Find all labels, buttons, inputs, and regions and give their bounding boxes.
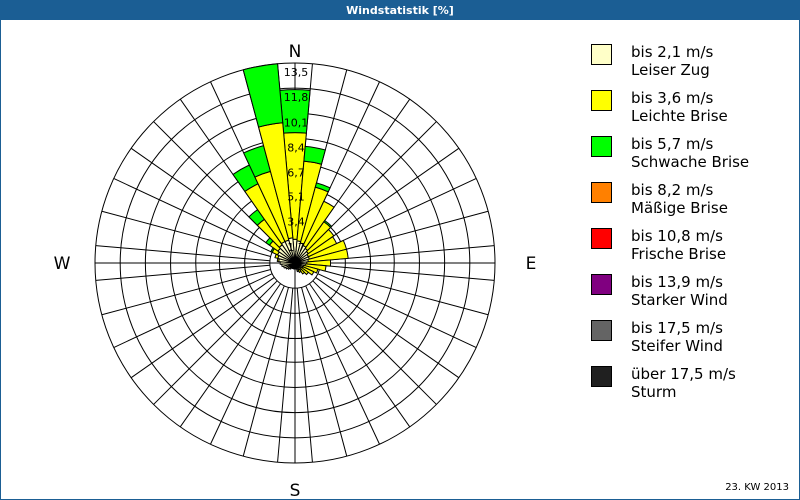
svg-text:1,7: 1,7: [287, 241, 305, 254]
legend-speed: bis 3,6 m/s: [631, 89, 714, 107]
legend-swatch: [591, 366, 612, 387]
legend: bis 2,1 m/s Leiser Zug bis 3,6 m/s Leichte …: [589, 43, 789, 411]
svg-text:10,1: 10,1: [284, 116, 309, 129]
wind-rose-chart: 1,7 3,4 5,1 6,7 8,4 10,1 11,8 13,5 N E S W: [54, 42, 537, 499]
legend-item: über 17,5 m/s Sturm: [589, 365, 789, 411]
svg-text:5,1: 5,1: [287, 190, 305, 203]
chart-title: Windstatistik [%]: [346, 4, 454, 17]
svg-text:3,4: 3,4: [287, 216, 305, 229]
legend-label: bis 10,8 m/s Frische Brise: [631, 227, 726, 263]
legend-item: bis 3,6 m/s Leichte Brise: [589, 89, 789, 135]
legend-label: über 17,5 m/s Sturm: [631, 365, 736, 401]
legend-name: Leiser Zug: [631, 61, 710, 79]
sector-segment: [304, 263, 327, 272]
sector-segment: [302, 264, 319, 274]
legend-speed: bis 8,2 m/s: [631, 181, 714, 199]
sector-segment: [301, 266, 315, 276]
legend-name: Leichte Brise: [631, 107, 728, 125]
legend-label: bis 13,9 m/s Starker Wind: [631, 273, 728, 309]
legend-name: Mäßige Brise: [631, 199, 728, 217]
legend-name: Steifer Wind: [631, 337, 723, 355]
legend-speed: bis 5,7 m/s: [631, 135, 714, 153]
legend-swatch: [591, 274, 612, 295]
sector-segment: [302, 200, 335, 248]
legend-swatch: [591, 44, 612, 65]
sector-segment: [299, 266, 310, 276]
sector-segment: [307, 248, 349, 263]
sector-segment: [296, 269, 300, 273]
legend-speed: bis 17,5 m/s: [631, 319, 723, 337]
sector-segment: [303, 145, 326, 165]
legend-name: Frische Brise: [631, 245, 727, 263]
legend-item: bis 17,5 m/s Steifer Wind: [589, 319, 789, 365]
svg-text:6,7: 6,7: [287, 167, 305, 180]
legend-swatch: [591, 228, 612, 249]
wind-sectors: [232, 63, 349, 276]
legend-label: bis 3,6 m/s Leichte Brise: [631, 89, 728, 125]
svg-text:8,4: 8,4: [287, 142, 305, 155]
svg-text:13,5: 13,5: [284, 66, 309, 79]
legend-swatch: [591, 320, 612, 341]
ring-labels: 1,7 3,4 5,1 6,7 8,4 10,1 11,8 13,5: [284, 66, 309, 254]
sector-segment: [297, 268, 302, 274]
sector-segment: [314, 182, 331, 193]
legend-name: Sturm: [631, 383, 677, 401]
sector-segment: [242, 63, 284, 128]
svg-text:11,8: 11,8: [284, 91, 309, 104]
direction-label-n: N: [289, 42, 302, 62]
legend-speed: über 17,5 m/s: [631, 365, 736, 383]
legend-label: bis 17,5 m/s Steifer Wind: [631, 319, 723, 355]
legend-name: Starker Wind: [631, 291, 728, 309]
sector-segment: [323, 219, 333, 229]
legend-speed: bis 13,9 m/s: [631, 273, 723, 291]
legend-item: bis 13,9 m/s Starker Wind: [589, 273, 789, 319]
direction-label-e: E: [526, 254, 537, 274]
legend-speed: bis 10,8 m/s: [631, 227, 723, 245]
legend-label: bis 5,7 m/s Schwache Brise: [631, 135, 749, 171]
sector-segment: [299, 268, 306, 275]
legend-swatch: [591, 90, 612, 111]
legend-item: bis 10,8 m/s Frische Brise: [589, 227, 789, 273]
legend-swatch: [591, 182, 612, 203]
legend-item: bis 5,7 m/s Schwache Brise: [589, 135, 789, 181]
legend-label: bis 8,2 m/s Mäßige Brise: [631, 181, 728, 217]
legend-item: bis 2,1 m/s Leiser Zug: [589, 43, 789, 89]
direction-label-w: W: [54, 254, 71, 274]
direction-label-s: S: [290, 481, 301, 499]
sector-segment: [279, 89, 311, 134]
title-bar: Windstatistik [%]: [1, 1, 799, 20]
sector-segment: [305, 228, 335, 255]
period-label: 23. KW 2013: [725, 482, 789, 493]
legend-item: bis 8,2 m/s Mäßige Brise: [589, 181, 789, 227]
legend-label: bis 2,1 m/s Leiser Zug: [631, 43, 713, 79]
legend-swatch: [591, 136, 612, 157]
legend-name: Schwache Brise: [631, 153, 750, 171]
legend-speed: bis 2,1 m/s: [631, 43, 714, 61]
